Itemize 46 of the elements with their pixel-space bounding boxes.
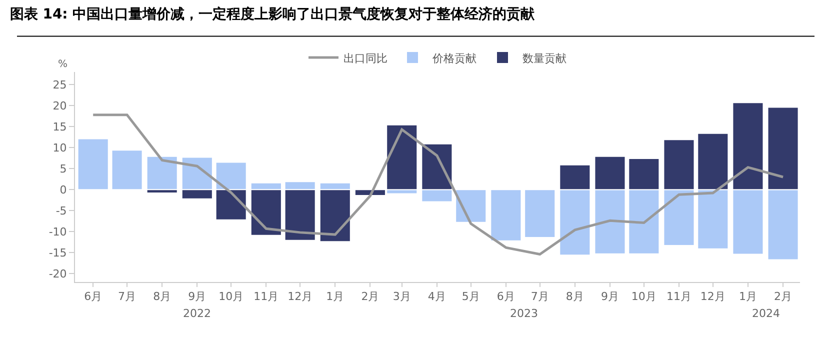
legend-label: 数量贡献 <box>522 52 566 65</box>
bar <box>111 150 143 190</box>
y-tick-label: -10 <box>48 225 67 238</box>
x-tick-label: 12月 <box>700 290 726 304</box>
bar <box>524 189 556 238</box>
x-tick-label: 1月 <box>738 290 757 304</box>
x-tick-label: 10月 <box>218 290 244 304</box>
y-tick-label: 25 <box>52 78 67 92</box>
text: 2024 <box>752 307 780 320</box>
x-tick-label: 3月 <box>392 290 411 304</box>
text: 2023 <box>510 307 538 320</box>
bar <box>455 189 487 223</box>
x-tick-label: 7月 <box>118 290 136 304</box>
x-tick-label: 12月 <box>288 290 313 304</box>
chart-title: 图表 14: 中国出口量增价减，一定程度上影响了出口景气度恢复对于整体经济的贡献 <box>10 5 536 22</box>
y-tick-label: -5 <box>56 204 67 218</box>
y-tick-label: -15 <box>48 246 67 260</box>
x-tick-label: 2月 <box>774 290 792 304</box>
x-tick-label: 8月 <box>566 290 584 304</box>
x-tick-label: 1月 <box>326 290 344 304</box>
y-tick-label: 15 <box>52 120 67 134</box>
y-tick-label: 0 <box>60 183 67 196</box>
x-tick-label: 11月 <box>254 290 279 304</box>
x-tick-label: 2月 <box>361 290 380 304</box>
legend-label: 价格贡献 <box>432 52 476 65</box>
bar <box>490 189 522 242</box>
bar <box>77 138 109 190</box>
y-tick-label: 5 <box>60 162 67 176</box>
y-tick-label: -20 <box>48 267 67 280</box>
text: 2022 <box>183 307 211 320</box>
x-tick-label: 10月 <box>631 290 656 304</box>
x-tick-label: 7月 <box>530 290 549 304</box>
y-tick-label: 20 <box>52 99 67 112</box>
x-tick-label: 6月 <box>496 290 515 304</box>
line-series <box>92 114 784 256</box>
x-tick-label: 9月 <box>600 290 619 304</box>
x-tick-label: 11月 <box>666 290 692 304</box>
x-tick-label: 4月 <box>428 290 446 304</box>
legend-label: 出口同比 <box>344 52 388 65</box>
x-tick-label: 9月 <box>188 290 206 304</box>
y-axis-title: % <box>58 59 68 70</box>
x-tick-label: 5月 <box>462 290 480 304</box>
bar <box>146 156 178 190</box>
y-tick-label: 10 <box>52 141 67 154</box>
x-tick-label: 8月 <box>153 290 172 304</box>
x-tick-label: 6月 <box>84 290 102 304</box>
